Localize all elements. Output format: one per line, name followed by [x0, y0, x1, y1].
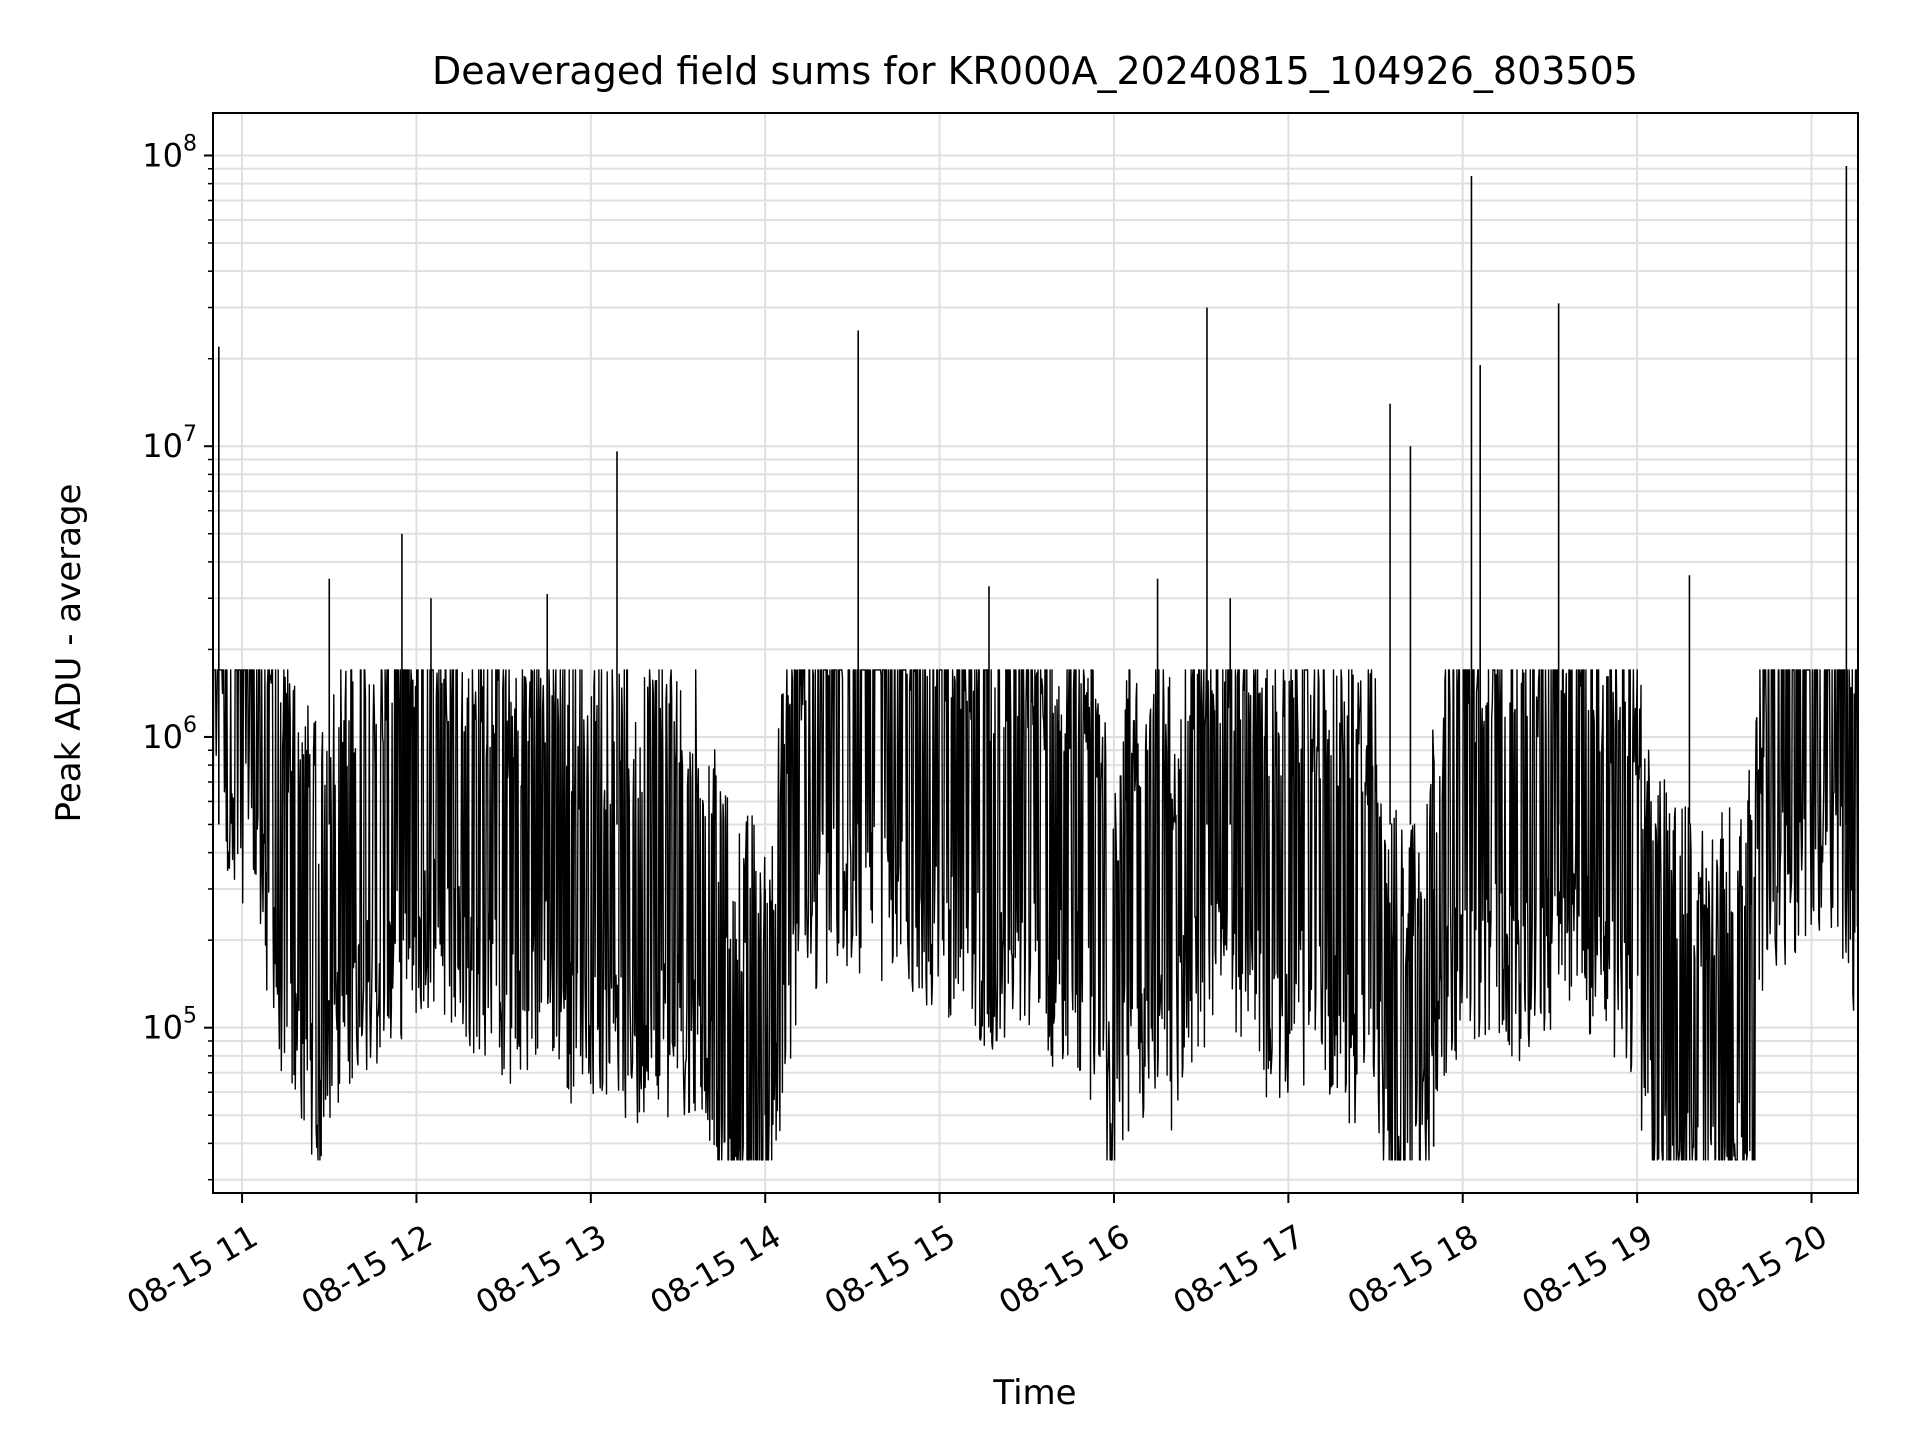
- y-tick-base: 10: [142, 136, 183, 174]
- y-tick-label: 107: [142, 422, 197, 465]
- y-tick-exponent: 5: [183, 1004, 197, 1029]
- plot-frame: [212, 112, 1859, 1194]
- x-axis-label: Time: [992, 1373, 1076, 1413]
- series-line: [212, 669, 1859, 1161]
- y-axis-label: Peak ADU - average: [49, 484, 89, 823]
- y-tick-exponent: 8: [183, 131, 197, 156]
- y-tick-label: 105: [142, 1004, 197, 1047]
- y-tick-exponent: 6: [183, 713, 197, 738]
- y-tick-base: 10: [142, 718, 183, 756]
- y-tick-exponent: 7: [183, 422, 197, 447]
- y-tick-label: 106: [142, 713, 197, 756]
- y-tick-base: 10: [142, 427, 183, 465]
- chart-title: Deaveraged field sums for KR000A_2024081…: [432, 49, 1638, 93]
- y-tick-label: 108: [142, 131, 197, 174]
- y-tick-base: 10: [142, 1009, 183, 1047]
- series-layer: [212, 166, 1859, 1161]
